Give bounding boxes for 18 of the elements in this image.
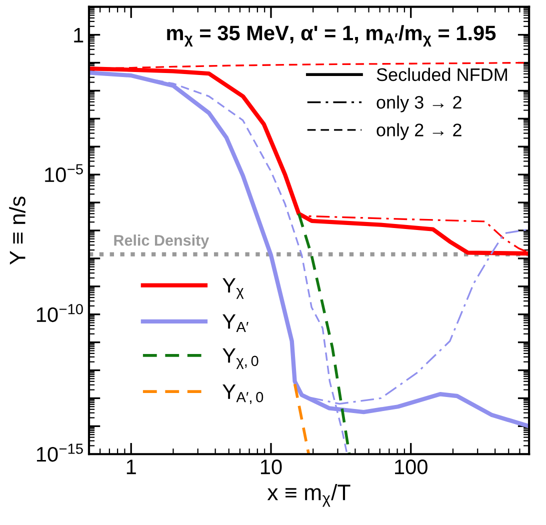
legend-label: Y$_{χ,0}$ (222, 348, 258, 369)
y-axis-title: Y ≡ n/s (9, 196, 26, 265)
text: m$_{χ}$ = 35 MeV, α' = 1, m$_{A′}$/m$_{χ}$ = 1.95 (167, 25, 496, 46)
annotation: Secluded NFDM (376, 68, 507, 82)
annotation: only 2 → 2 (376, 123, 462, 140)
y-tick-label: 10$^{−10}$ (36, 304, 83, 322)
annotation: only 3 → 2 (376, 95, 462, 112)
x-tick-label: 1 (126, 460, 136, 474)
x-tick-label: 100 (395, 460, 428, 474)
y-tick-label: 10$^{−15}$ (36, 444, 83, 462)
x-axis-title: x ≡ m$_{χ}$/T (267, 484, 350, 507)
y-tick-label: 10$^{−5}$ (45, 164, 83, 182)
legend-label: Y$_{A′,0}$ (222, 384, 264, 404)
legend-label: Y$_{A′}$ (222, 314, 248, 332)
x-tick-label: 10 (260, 460, 282, 474)
ref-line-label: Relic Density (114, 234, 210, 249)
legend-label: Y$_{χ}$ (222, 278, 244, 299)
y-tick-label: 1 (74, 28, 84, 42)
